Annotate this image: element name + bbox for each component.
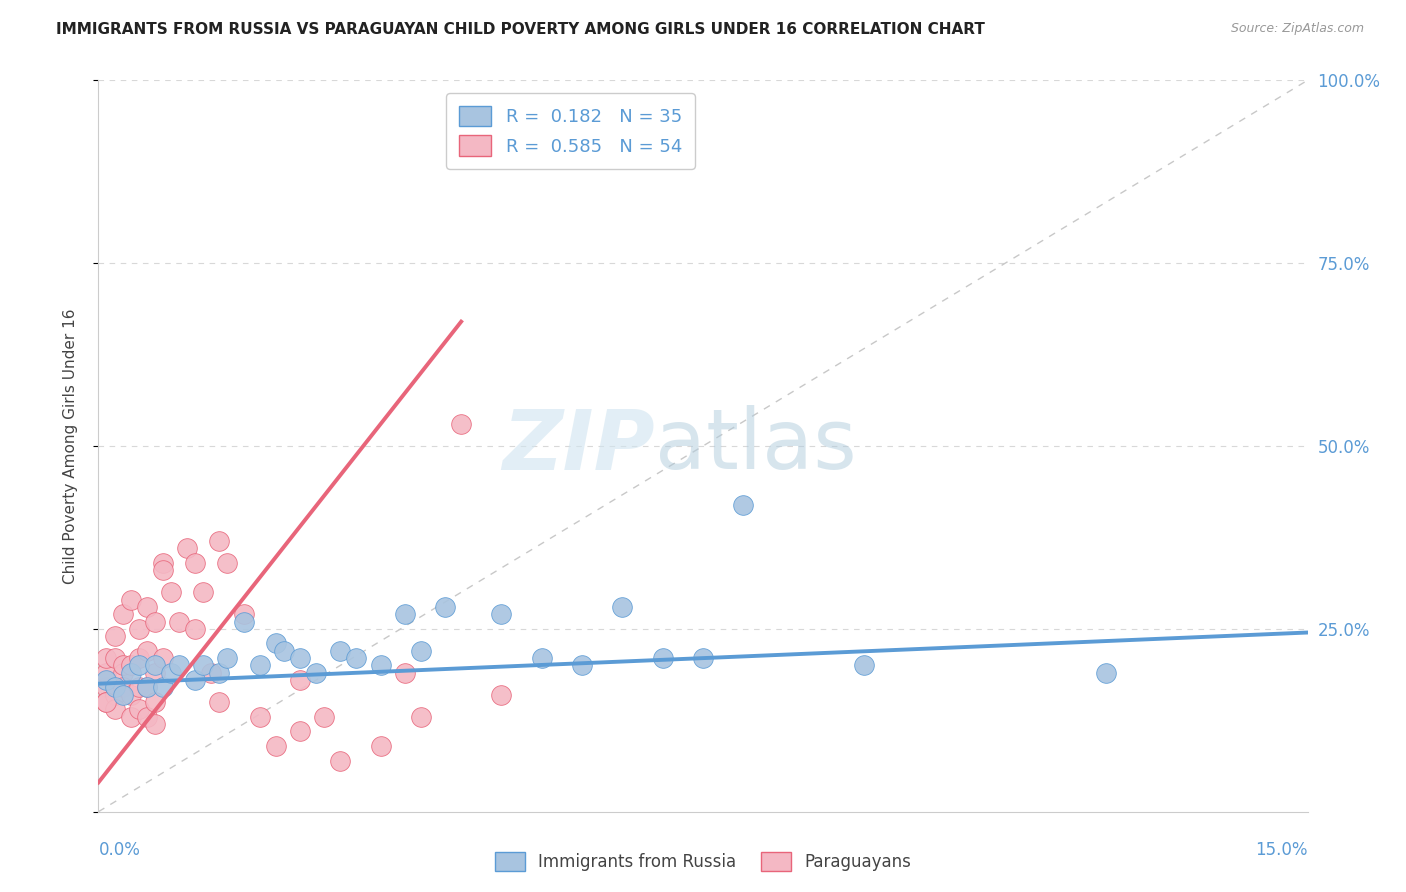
Text: atlas: atlas: [655, 406, 856, 486]
Point: [96, 651, 118, 665]
Point: [193, 585, 215, 599]
Point: [314, 709, 336, 723]
Point: [651, 651, 673, 665]
Point: [612, 599, 634, 614]
Text: Source: ZipAtlas.com: Source: ZipAtlas.com: [1230, 22, 1364, 36]
Point: [103, 681, 125, 695]
Point: [135, 681, 157, 695]
Point: [96, 695, 118, 709]
Point: [184, 622, 207, 636]
Point: [232, 615, 254, 629]
Point: [111, 658, 134, 673]
Point: [1095, 665, 1118, 680]
Point: [208, 695, 231, 709]
Point: [208, 534, 231, 549]
Point: [370, 739, 392, 753]
Point: [143, 615, 166, 629]
Point: [128, 702, 150, 716]
Point: [103, 629, 125, 643]
Text: 0.0%: 0.0%: [98, 841, 141, 859]
Point: [208, 665, 231, 680]
Point: [128, 658, 150, 673]
Point: [120, 658, 142, 673]
Point: [249, 658, 271, 673]
Point: [143, 695, 166, 709]
Point: [120, 665, 142, 680]
Point: [530, 651, 553, 665]
Point: [288, 651, 311, 665]
Point: [409, 644, 432, 658]
Point: [96, 681, 118, 695]
Point: [167, 615, 190, 629]
Point: [184, 556, 207, 570]
Point: [305, 665, 328, 680]
Point: [692, 651, 714, 665]
Point: [288, 673, 311, 687]
Point: [232, 607, 254, 622]
Point: [167, 658, 190, 673]
Point: [143, 665, 166, 680]
Point: [193, 658, 215, 673]
Point: [264, 739, 287, 753]
Point: [329, 644, 352, 658]
Point: [288, 724, 311, 739]
Point: [264, 636, 287, 650]
Point: [344, 651, 367, 665]
Point: [571, 658, 593, 673]
Point: [135, 709, 157, 723]
Point: [152, 681, 174, 695]
Point: [409, 709, 432, 723]
Point: [217, 556, 239, 570]
Point: [329, 754, 352, 768]
Text: 15.0%: 15.0%: [1256, 841, 1308, 859]
Point: [394, 665, 416, 680]
Point: [111, 688, 134, 702]
Point: [96, 665, 118, 680]
Text: ZIP: ZIP: [502, 406, 655, 486]
Point: [111, 607, 134, 622]
Point: [273, 644, 295, 658]
Point: [200, 665, 222, 680]
Point: [370, 658, 392, 673]
Point: [176, 541, 198, 556]
Point: [152, 651, 174, 665]
Point: [120, 709, 142, 723]
Point: [135, 644, 157, 658]
Point: [96, 695, 118, 709]
Point: [103, 702, 125, 716]
Point: [128, 681, 150, 695]
Legend: R =  0.182   N = 35, R =  0.585   N = 54: R = 0.182 N = 35, R = 0.585 N = 54: [446, 93, 695, 169]
Point: [491, 688, 513, 702]
Point: [434, 599, 457, 614]
Point: [135, 599, 157, 614]
Point: [152, 556, 174, 570]
Point: [103, 651, 125, 665]
Point: [184, 673, 207, 687]
Point: [128, 651, 150, 665]
Point: [111, 665, 134, 680]
Point: [135, 681, 157, 695]
Point: [853, 658, 876, 673]
Point: [249, 709, 271, 723]
Text: IMMIGRANTS FROM RUSSIA VS PARAGUAYAN CHILD POVERTY AMONG GIRLS UNDER 16 CORRELAT: IMMIGRANTS FROM RUSSIA VS PARAGUAYAN CHI…: [56, 22, 986, 37]
Point: [160, 585, 183, 599]
Point: [96, 673, 118, 687]
Point: [128, 622, 150, 636]
Point: [152, 563, 174, 577]
Point: [733, 498, 755, 512]
Point: [103, 688, 125, 702]
Point: [491, 607, 513, 622]
Point: [143, 658, 166, 673]
Point: [160, 665, 183, 680]
Point: [394, 607, 416, 622]
Legend: Immigrants from Russia, Paraguayans: Immigrants from Russia, Paraguayans: [486, 843, 920, 880]
Point: [143, 717, 166, 731]
Point: [120, 592, 142, 607]
Y-axis label: Child Poverty Among Girls Under 16: Child Poverty Among Girls Under 16: [63, 309, 77, 583]
Point: [450, 417, 472, 431]
Point: [111, 681, 134, 695]
Point: [120, 688, 142, 702]
Point: [217, 651, 239, 665]
